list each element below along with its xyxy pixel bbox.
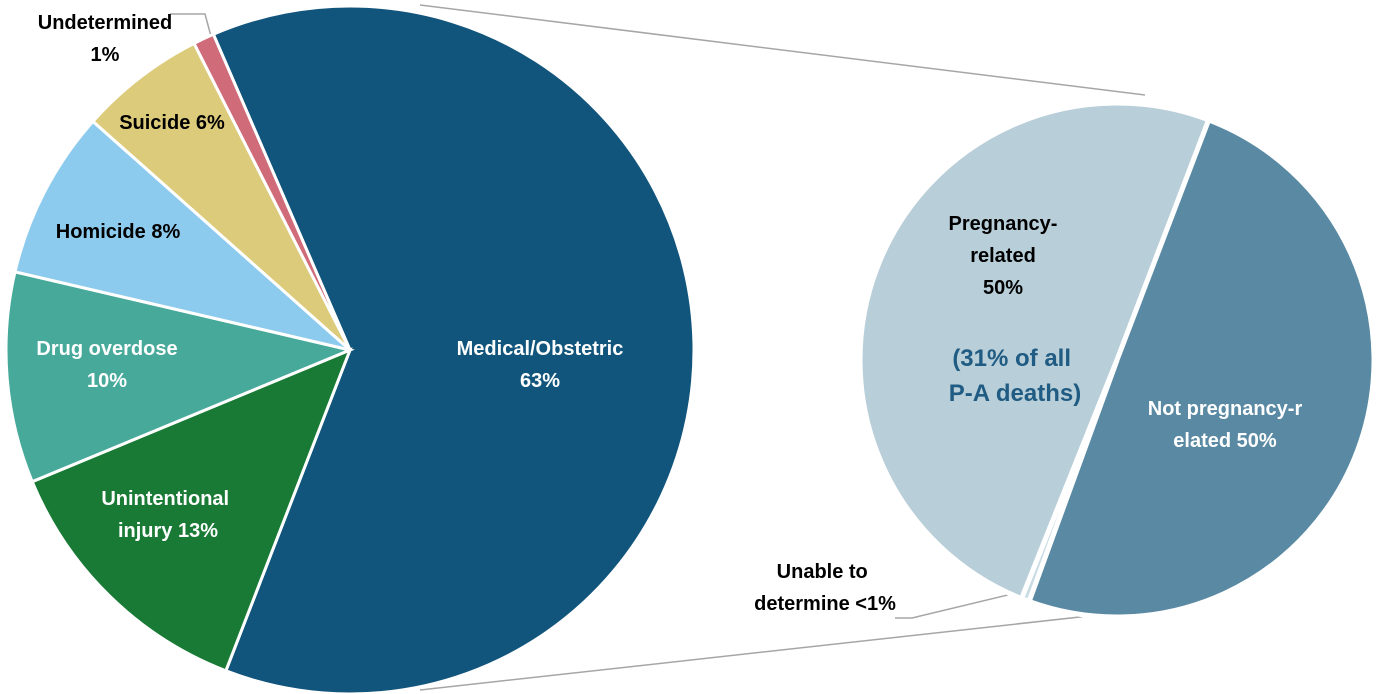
value-label: <1% [855,593,896,615]
value-label: 50% [1237,430,1277,452]
label-line: Unable to [777,561,874,583]
value-label: 50% [983,277,1023,299]
label-line: Pregnancy- [949,213,1058,235]
leader-line [170,13,213,41]
label-text: (31% of all P-A deaths) [949,345,1081,407]
slice-label: Undetermined 1% [38,12,172,66]
leader-line [895,591,1021,619]
label-line: Suicide [119,112,190,134]
label-text: Pregnancy-related [949,213,1058,267]
value-label: 6% [196,112,225,134]
label-line: Homicide [56,221,146,243]
label-text: Drug overdose [36,338,177,360]
pie-slice [857,100,1212,602]
label-text: Suicide [119,112,190,134]
pie-slice [192,32,352,351]
slice-label: Not pregnancy-r elated 50% [1148,398,1303,452]
pie-slice [90,41,352,352]
labels: Medical/Obstetric 63% Unintentional injury… [36,12,1302,615]
slice-label: Homicide 8% [56,221,181,243]
pie-slice [211,4,696,694]
label-line: P-A deaths) [949,380,1081,407]
slice-label: Medical/Obstetric 63% [457,338,624,392]
value-label: 8% [151,221,180,243]
label-line: injury [118,520,173,542]
pie-slice [1025,116,1377,620]
slice-label: Suicide 6% [119,112,225,134]
value-label: 13% [178,520,218,542]
value-label: 1% [91,44,120,66]
slice-label: Unintentional injury 13% [101,488,234,542]
label-line: determine [754,593,850,615]
label-text: Unable to determine [754,561,873,615]
label-line: Drug overdose [36,338,177,360]
connector-line [419,4,1146,96]
label-line: related [970,245,1036,267]
slice-label: Drug overdose 10% [36,338,177,392]
pie-slice [4,270,355,484]
label-line: Not pregnancy-r [1148,398,1303,420]
label-line: Unintentional [101,488,234,510]
pie-slice [30,347,353,673]
pies [4,4,1377,694]
annotation: (31% of all P-A deaths) [949,345,1081,407]
slice-label: Pregnancy-related 50% [949,213,1058,299]
slice-label: Unable to determine <1% [754,561,896,615]
label-line: Medical/Obstetric [457,338,624,360]
value-label: 63% [520,370,560,392]
pie-slice [1018,359,1120,605]
label-text: Unintentional injury [101,488,234,542]
label-line: Undetermined [38,12,172,34]
pie-slice [13,119,351,352]
label-text: Undetermined [38,12,172,34]
label-line: elated [1173,430,1231,452]
label-text: Homicide [56,221,146,243]
connector-line [419,611,1126,691]
label-text: Not pregnancy-r elated [1148,398,1303,452]
value-label: 10% [87,370,127,392]
label-line: (31% of all [952,345,1077,372]
label-text: Medical/Obstetric [457,338,624,360]
